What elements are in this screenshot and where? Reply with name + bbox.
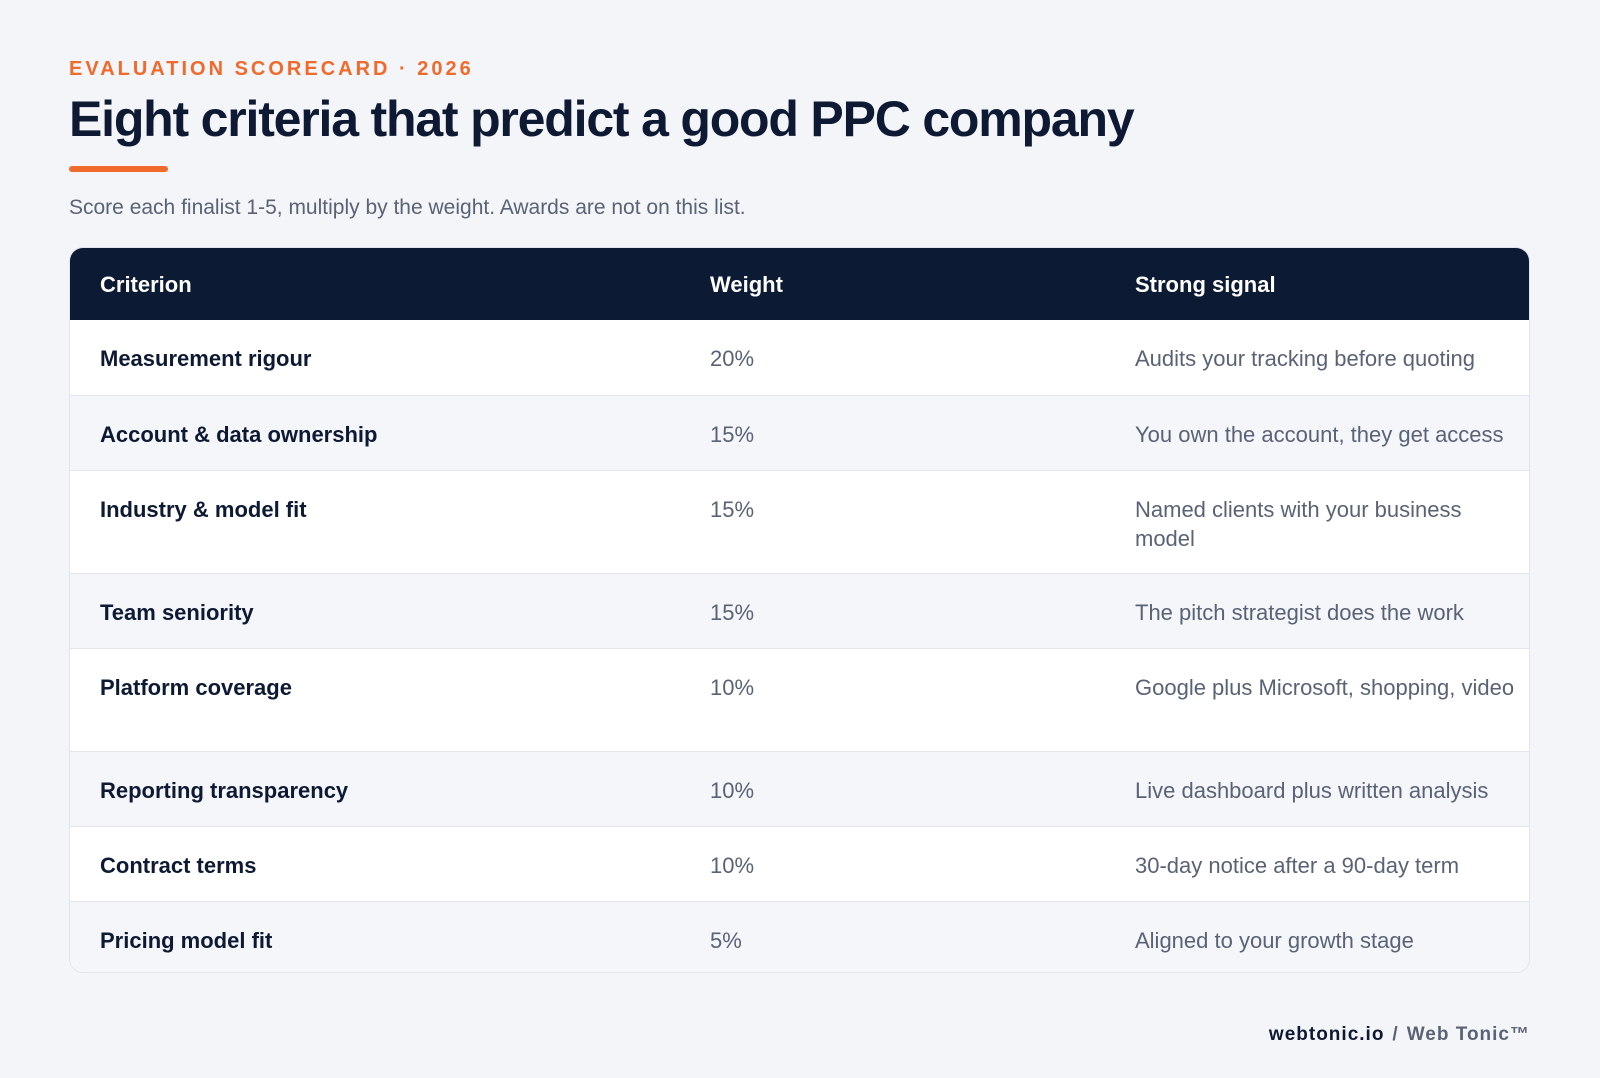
signal-cell: Live dashboard plus written analysis [1135, 778, 1489, 803]
criterion-cell: Contract terms [100, 853, 257, 878]
criterion-cell: Industry & model fit [100, 497, 307, 522]
weight-cell: 10% [710, 778, 755, 803]
signal-cell: Aligned to your growth stage [1135, 928, 1414, 953]
column-header-signal: Strong signal [1135, 272, 1276, 297]
table-row: Measurement rigour 20% Audits your track… [70, 320, 1529, 395]
table-row: Pricing model fit 5% Aligned to your gro… [70, 901, 1529, 972]
table-row: Industry & model fit 15% Named clients w… [70, 470, 1529, 573]
scorecard-table: Criterion Weight Strong signal Measureme… [69, 247, 1530, 973]
column-header-weight: Weight [710, 272, 783, 297]
criterion-cell: Reporting transparency [100, 778, 349, 803]
page-subtitle: Score each finalist 1-5, multiply by the… [69, 196, 746, 219]
table-header: Criterion Weight Strong signal [70, 248, 1529, 320]
table-row: Team seniority 15% The pitch strategist … [70, 573, 1529, 648]
weight-cell: 5% [710, 928, 742, 953]
footer-separator: / [1392, 1024, 1399, 1045]
criterion-cell: Account & data ownership [100, 422, 378, 447]
eyebrow-label: EVALUATION SCORECARD · 2026 [69, 58, 474, 80]
criterion-cell: Platform coverage [100, 675, 292, 700]
signal-cell: Audits your tracking before quoting [1135, 346, 1475, 371]
weight-cell: 10% [710, 853, 755, 878]
weight-cell: 20% [710, 346, 755, 371]
footer-brand: Web Tonic™ [1406, 1024, 1530, 1045]
signal-cell: Google plus Microsoft, shopping, video [1135, 675, 1515, 700]
criterion-cell: Pricing model fit [100, 928, 273, 953]
table-row: Reporting transparency 10% Live dashboar… [70, 751, 1529, 826]
signal-cell: 30-day notice after a 90-day term [1135, 853, 1460, 878]
footer-domain: webtonic.io [1268, 1024, 1385, 1045]
weight-cell: 15% [710, 422, 755, 447]
weight-cell: 10% [710, 675, 755, 700]
criterion-cell: Team seniority [100, 600, 254, 625]
table-row: Account & data ownership 15% You own the… [70, 395, 1529, 470]
signal-cell: The pitch strategist does the work [1135, 600, 1464, 625]
signal-cell: Named clients with your business model [1135, 497, 1462, 551]
title-accent-rule [69, 166, 168, 172]
table-row: Platform coverage 10% Google plus Micros… [70, 648, 1529, 751]
weight-cell: 15% [710, 600, 755, 625]
footer-credit: webtonic.io / Web Tonic™ [1269, 1024, 1530, 1046]
weight-cell: 15% [710, 497, 755, 522]
column-header-criterion: Criterion [100, 272, 192, 297]
table-row: Contract terms 10% 30-day notice after a… [70, 826, 1529, 901]
signal-cell: You own the account, they get access [1135, 422, 1504, 447]
page-title: Eight criteria that predict a good PPC c… [69, 91, 1135, 147]
criterion-cell: Measurement rigour [100, 346, 312, 371]
